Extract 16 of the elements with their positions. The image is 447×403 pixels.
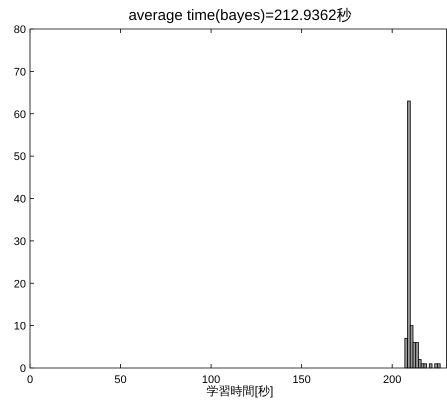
- x-tick-label: 150: [292, 374, 311, 386]
- x-tick-label: 200: [382, 374, 402, 386]
- x-tick-label: 0: [26, 374, 34, 386]
- y-tick-label: 20: [14, 278, 26, 290]
- y-tick-label: 60: [14, 108, 26, 121]
- y-tick-label: 50: [14, 151, 26, 164]
- x-tick-label: 100: [202, 374, 220, 386]
- y-tick-label: 40: [14, 194, 26, 206]
- y-tick-label: 70: [14, 66, 26, 78]
- y-tick-label: 80: [14, 24, 26, 36]
- x-tick-label: 50: [114, 374, 127, 386]
- y-tick-label: 30: [14, 236, 26, 248]
- chart-title: average time(bayes)=212.9362秒: [128, 7, 352, 24]
- y-tick-label: 0: [20, 363, 26, 375]
- y-tick-label: 10: [14, 320, 26, 333]
- x-axis-title: 学習時間[秒]: [206, 384, 274, 398]
